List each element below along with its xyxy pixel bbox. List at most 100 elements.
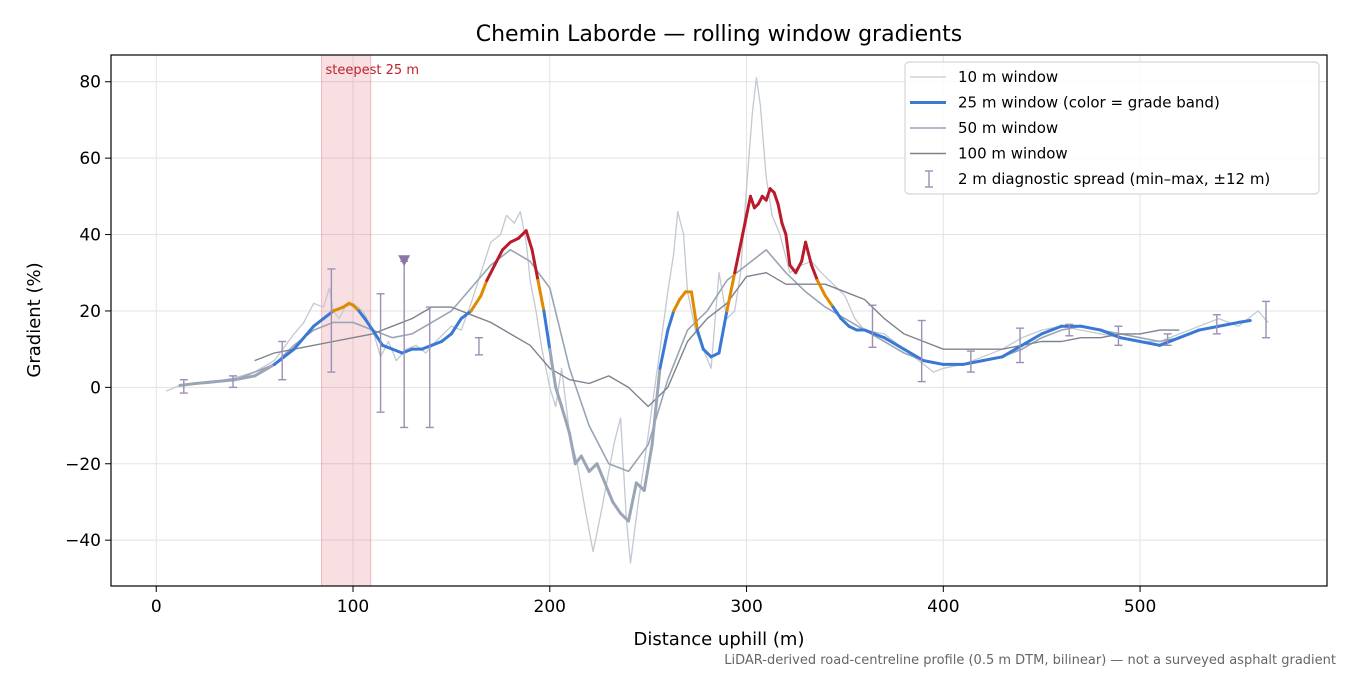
series-25m-segment — [357, 309, 367, 321]
series-25m-segment — [611, 500, 623, 515]
series-25m-segment — [272, 347, 296, 366]
series-25m-segment — [524, 229, 534, 252]
series-25m-segment — [642, 443, 654, 492]
series-25m-segment — [1236, 319, 1252, 324]
series-25m-segment — [1099, 328, 1122, 340]
series-25m-segment — [772, 191, 780, 206]
series-25m-segment — [213, 378, 237, 384]
series-25m-segment — [872, 332, 886, 340]
grid — [111, 55, 1327, 586]
series-line-2 — [205, 249, 1219, 473]
series-25m-segment — [794, 259, 804, 275]
series-25m-segment — [430, 340, 444, 347]
series-25m-segment — [741, 213, 749, 237]
series-25m-segment — [292, 336, 306, 351]
error-bar — [474, 336, 483, 356]
series-25m-segment — [701, 347, 713, 359]
x-tick-label: 300 — [730, 597, 762, 617]
series-25m-segment — [839, 317, 851, 328]
series-25m-segment — [922, 359, 945, 366]
footnote: LiDAR-derived road-centreline profile (0… — [724, 653, 1336, 668]
series-25m-segment — [381, 343, 394, 351]
series-25m-segment — [672, 297, 682, 313]
series-25m-segment — [1040, 324, 1063, 336]
y-tick-label: 20 — [79, 302, 101, 322]
legend-item: 100 m window — [910, 145, 1068, 163]
legend-label: 100 m window — [958, 145, 1068, 163]
series-25m-segment — [530, 248, 540, 282]
marker-layer — [398, 255, 411, 267]
y-tick-label: −20 — [65, 455, 101, 475]
series-25m-segment — [626, 481, 638, 523]
series-25m-segment — [784, 233, 792, 267]
series-25m-segment — [981, 355, 1004, 363]
x-tick-label: 100 — [337, 597, 369, 617]
series-25m-segment — [733, 233, 745, 275]
series-25m-segment — [603, 481, 615, 504]
chart-title: Chemin Laborde — rolling window gradient… — [476, 22, 962, 47]
series-25m-segment — [449, 317, 463, 336]
steepest-band — [321, 54, 372, 587]
series-25m-segment — [485, 263, 497, 282]
series-25m-segment — [493, 248, 505, 267]
y-tick-label: 60 — [79, 149, 101, 169]
series-25m-segment — [178, 382, 198, 387]
x-axis-label: Distance uphill (m) — [634, 629, 805, 650]
series-25m-segment — [809, 263, 819, 282]
series-25m-segment — [1079, 324, 1103, 332]
series-25m-segment — [459, 309, 473, 321]
series-line-0 — [165, 77, 1269, 564]
y-axis-label: Gradient (%) — [24, 262, 45, 377]
series-25m-segment — [658, 328, 670, 370]
steepest-label: steepest 25 m — [326, 63, 419, 78]
series-25m-segment — [302, 324, 316, 340]
legend: 10 m window 25 m window (color = grade ba… — [904, 61, 1320, 195]
y-tick-label: 40 — [79, 226, 101, 246]
series-25m-segment — [595, 462, 607, 485]
series-25m-segment — [804, 240, 813, 267]
series-25m-segment — [831, 305, 843, 321]
series-25m-segment — [1118, 336, 1142, 344]
legend-label: 50 m window — [958, 119, 1058, 137]
legend-label: 10 m window — [958, 68, 1058, 86]
series-25m-segment — [650, 366, 662, 447]
error-bar — [327, 268, 336, 373]
legend-label: 2 m diagnostic spread (min–max, ±12 m) — [958, 170, 1270, 188]
series-25m-segment — [536, 278, 546, 313]
series-25m-segment — [390, 347, 404, 355]
series-25m-segment — [233, 374, 257, 382]
series-25m-segment — [1197, 324, 1221, 332]
series-25m-segment — [776, 202, 784, 225]
error-bar — [1262, 300, 1271, 339]
legend-item: 10 m window — [910, 68, 1058, 86]
steepest-band-layer: steepest 25 m — [321, 54, 419, 587]
series-25m-segment — [548, 347, 558, 389]
series-25m-segment — [567, 431, 577, 466]
error-bar — [179, 379, 188, 394]
legend-label: 25 m window (color = grade band) — [958, 94, 1220, 112]
series-25m-segment — [725, 271, 737, 313]
legend-item: 2 m diagnostic spread (min–max, ±12 m) — [925, 170, 1270, 188]
series-25m-segment — [579, 454, 591, 473]
series-25m-segment — [666, 309, 676, 332]
series-25m-segment — [902, 347, 926, 363]
error-bar — [1114, 325, 1123, 347]
series-25m-segment — [689, 290, 699, 332]
y-tick-label: −40 — [65, 531, 101, 551]
legend-item: 25 m window (color = grade band) — [910, 94, 1220, 112]
series-25m-segment — [363, 317, 375, 332]
series-25m-segment — [745, 194, 752, 217]
series-25m-segment — [1177, 328, 1201, 340]
series-25m-segment — [1138, 340, 1162, 347]
series-25m-segment — [479, 278, 489, 298]
series-25m-segment — [331, 305, 345, 313]
plot-frame — [110, 54, 1328, 587]
error-bar — [1163, 333, 1172, 347]
series-25m-segment — [678, 290, 688, 301]
series-25m-segment — [1158, 336, 1181, 347]
error-bar — [228, 375, 237, 389]
series-25m-segment — [748, 194, 756, 210]
error-bar — [278, 340, 287, 381]
legend-box — [904, 61, 1320, 195]
